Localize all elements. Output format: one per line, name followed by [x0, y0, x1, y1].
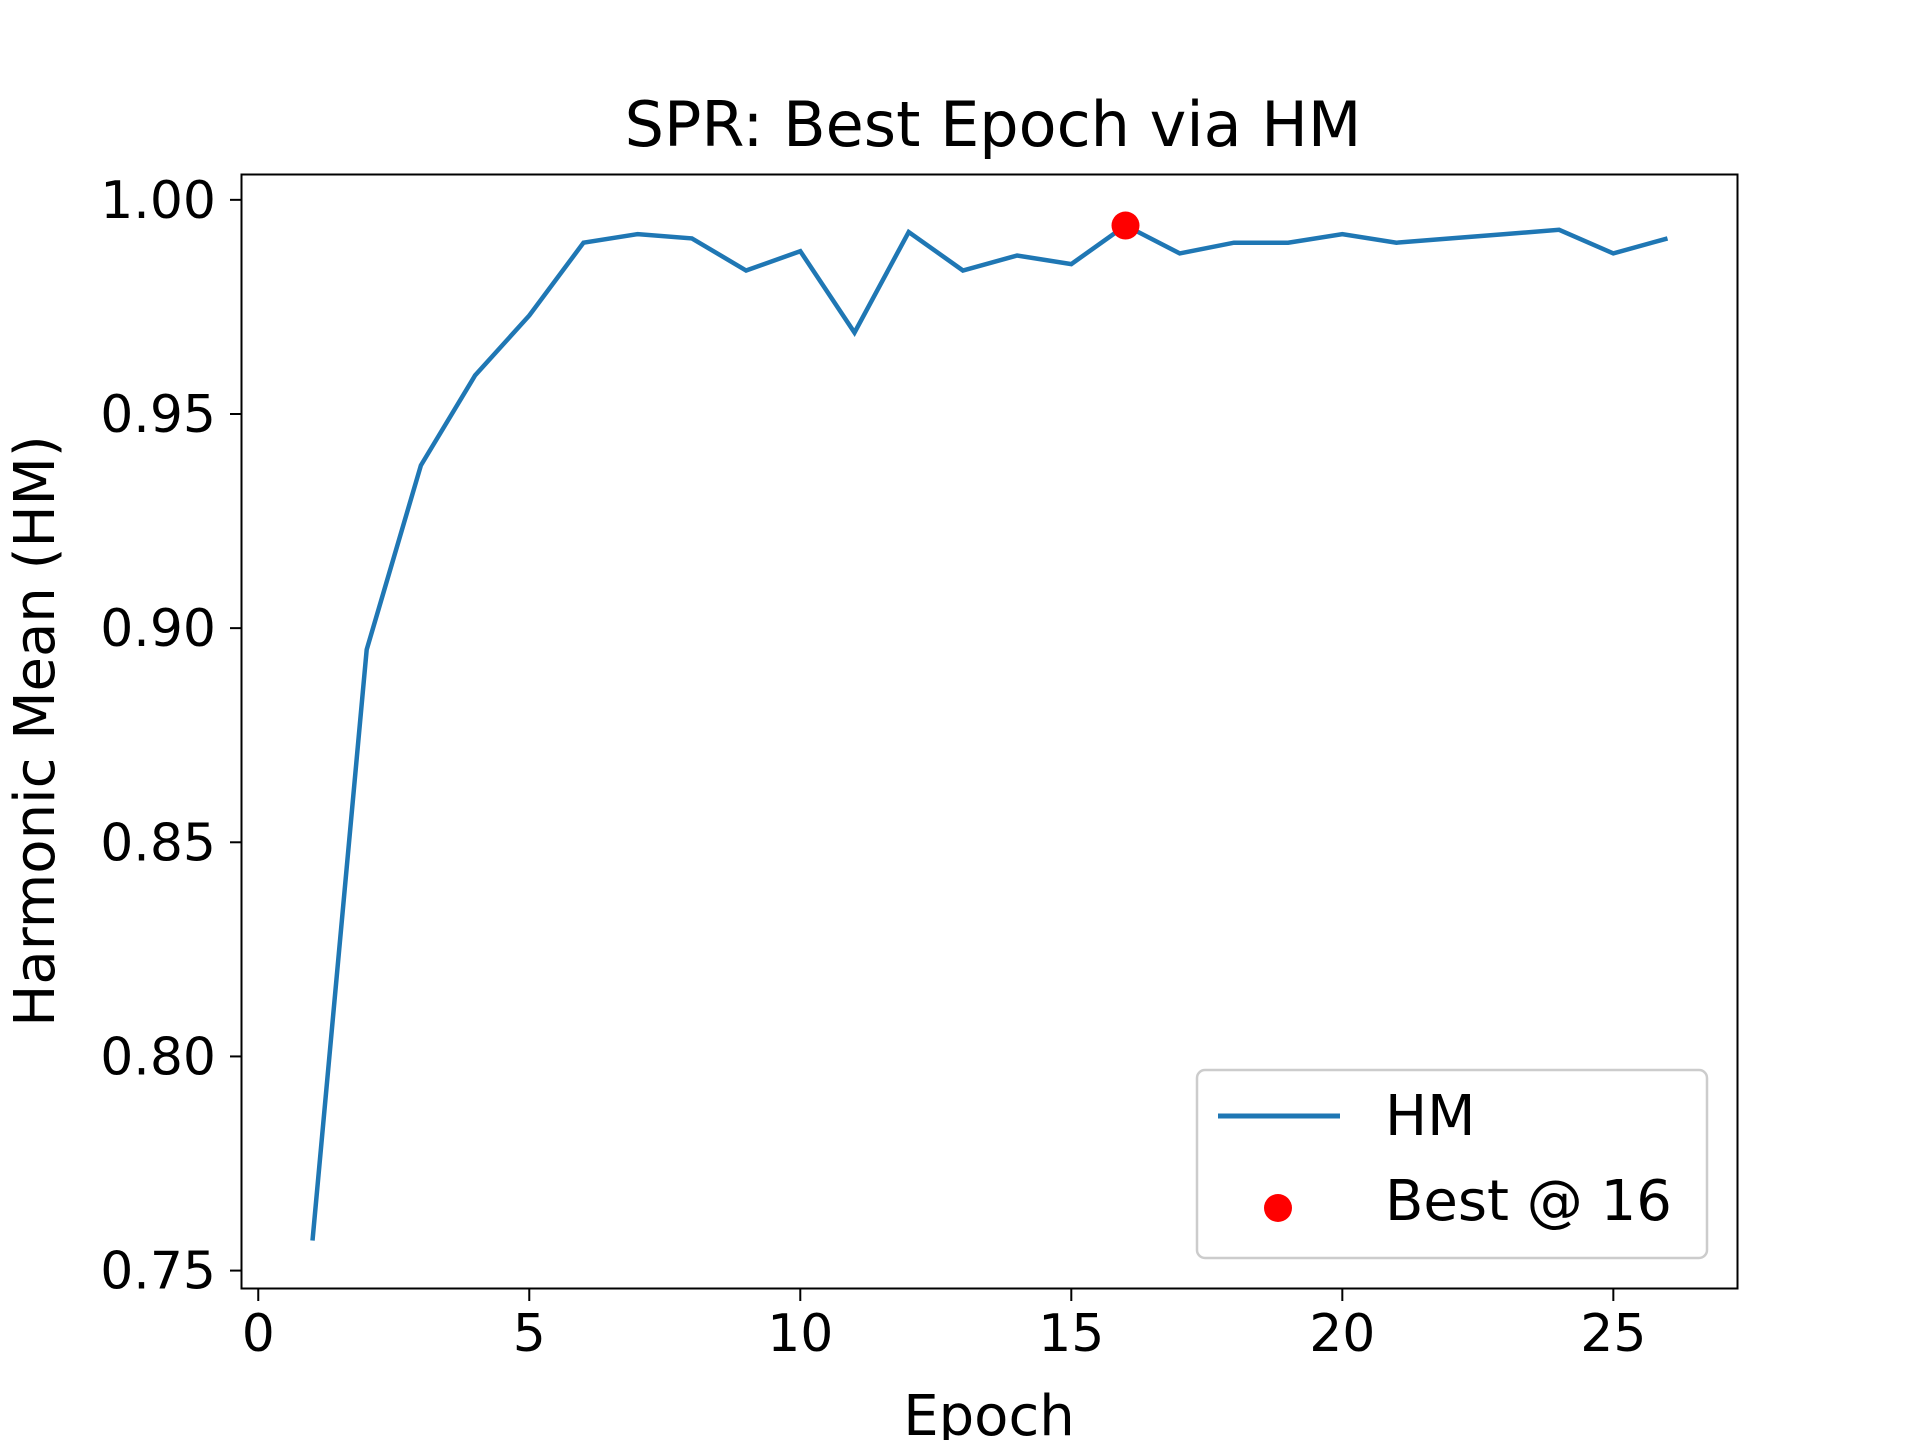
legend: HM Best @ 16: [1195, 1068, 1709, 1260]
legend-best-label: Best @ 16: [1385, 1169, 1672, 1234]
x-tick-label: 20: [1309, 1304, 1375, 1364]
x-tick-label: 5: [513, 1304, 546, 1364]
y-tick-label: 0.95: [100, 385, 216, 445]
y-tick-label: 1.00: [100, 171, 216, 231]
x-tick-label: 15: [1038, 1304, 1104, 1364]
y-axis-label: Harmonic Mean (HM): [3, 435, 68, 1026]
legend-best-marker: [1264, 1194, 1292, 1222]
x-axis-label: Epoch: [903, 1384, 1074, 1440]
y-tick-label: 0.90: [100, 599, 216, 659]
y-tick-label: 0.75: [100, 1242, 216, 1302]
best-epoch-marker: [1111, 211, 1140, 240]
y-tick-label: 0.85: [100, 813, 216, 873]
chart-title: SPR: Best Epoch via HM: [625, 88, 1362, 161]
ticks-layer: 0 5 10 15 20 25 0.75 0.80 0.85 0.90 0.95 1.00: [100, 171, 1646, 1364]
hm-series-line: [310, 222, 1669, 1241]
x-tick-label: 10: [767, 1304, 833, 1364]
plot-frame: [240, 173, 1739, 1290]
y-tick-label: 0.80: [100, 1027, 216, 1087]
x-tick-label: 25: [1580, 1304, 1646, 1364]
legend-hm-label: HM: [1385, 1084, 1475, 1149]
data-layer: [310, 211, 1669, 1241]
x-tick-label: 0: [242, 1304, 275, 1364]
